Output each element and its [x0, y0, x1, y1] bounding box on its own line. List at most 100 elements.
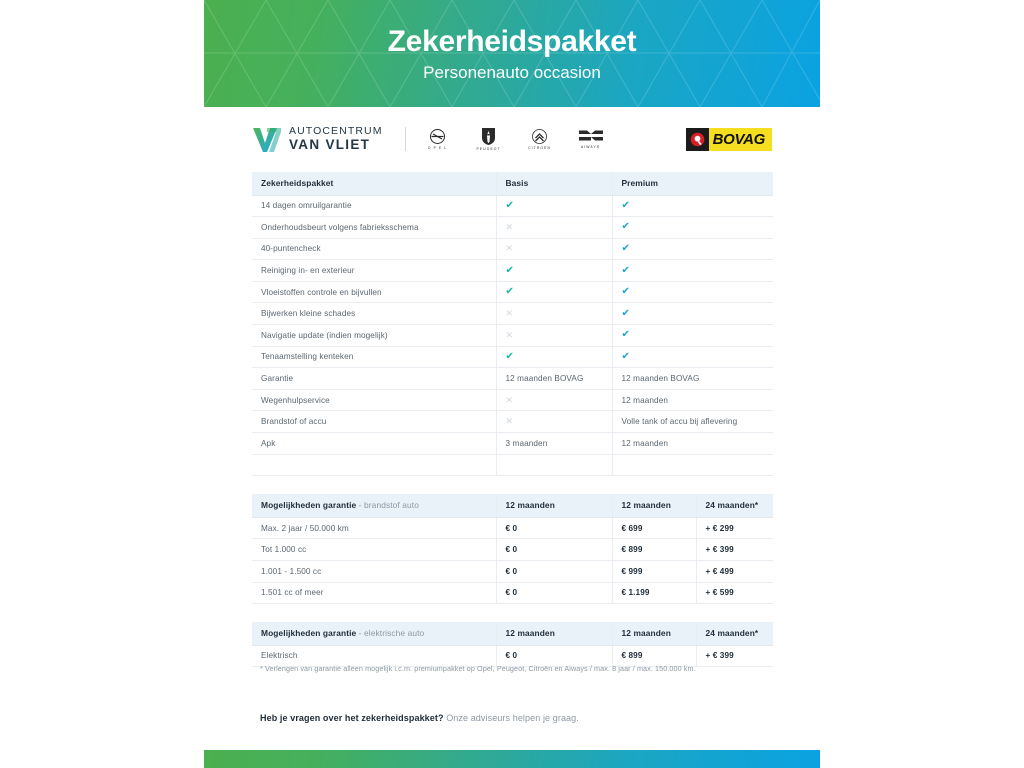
feature-basis-cell: ✕: [495, 238, 612, 261]
table-row: Onderhoudsbeurt volgens fabrieksschema ✕ ✔: [252, 216, 773, 239]
electric-header-title: Mogelijkheden garantie - elektrische aut…: [252, 622, 496, 646]
feature-basis-cell: 3 maanden: [495, 432, 612, 455]
cross-icon: ✕: [505, 308, 514, 319]
feature-premium-cell: 12 maanden: [611, 389, 773, 412]
price-cell-1: € 0: [495, 538, 612, 561]
price-row-label: Elektrisch: [252, 645, 496, 668]
electric-header-col1: 12 maanden: [495, 622, 612, 646]
dealer-logo: AUTOCENTRUM VAN VLIET: [252, 126, 383, 153]
fuel-header-col2: 12 maanden: [611, 494, 696, 518]
feature-label: Navigatie update (indien mogelijk): [252, 324, 496, 347]
check-icon: ✔: [505, 350, 514, 362]
make-label-citroen: CITROËN: [528, 146, 552, 151]
feature-basis-cell: ✔: [495, 346, 612, 369]
feature-basis-cell: ✕: [495, 410, 612, 434]
feature-basis-cell: 12 maanden BOVAG: [495, 367, 612, 390]
price-cell-2: € 899: [611, 538, 696, 561]
footnote: * Verlengen van garantie alleen mogelijk…: [260, 664, 696, 673]
feature-premium-cell: ✔: [611, 302, 773, 326]
contact-cta-question: Heb je vragen over het zekerheidspakket?: [260, 713, 444, 723]
price-row-label: 1.501 cc of meer: [252, 582, 496, 605]
cross-icon: ✕: [505, 221, 514, 232]
fuel-table-header-row: Mogelijkheden garantie - brandstof auto …: [252, 494, 773, 518]
opel-icon: [430, 128, 446, 144]
cross-icon: ✕: [505, 394, 514, 405]
table-row: Tenaamstelling kenteken ✔ ✔: [252, 346, 773, 369]
price-cell-1: € 0: [495, 645, 612, 668]
feature-label: 14 dagen omruilgarantie: [252, 195, 496, 218]
hero-title: Zekerheidspakket: [387, 24, 637, 58]
electric-header-col3: 24 maanden*: [695, 622, 773, 646]
van-vliet-v7-mark: [253, 127, 281, 152]
electric-header-title-light: - elektrische auto: [358, 628, 425, 639]
price-cell-2: € 699: [611, 517, 696, 540]
feature-premium-cell: ✔: [611, 238, 773, 261]
make-logo-aiways: AIWAYS: [576, 129, 606, 149]
table-row: 14 dagen omruilgarantie ✔ ✔: [252, 195, 773, 218]
contact-cta: Heb je vragen over het zekerheidspakket?…: [260, 713, 579, 723]
features-header-basis: Basis: [495, 172, 612, 196]
fuel-header-title-light: - brandstof auto: [358, 500, 419, 511]
price-cell-1: € 0: [495, 517, 612, 540]
feature-basis-cell: ✔: [495, 195, 612, 218]
feature-label: Brandstof of accu: [252, 410, 496, 434]
check-icon: ✔: [621, 264, 630, 276]
hero-subtitle: Personenauto occasion: [423, 62, 601, 82]
feature-basis-cell: ✕: [495, 216, 612, 239]
feature-label: Bijwerken kleine schades: [252, 302, 496, 326]
bovag-seal-icon: [690, 132, 704, 146]
tables-area: Zekerheidspakket Basis Premium 14 dagen …: [252, 172, 773, 668]
make-label-peugeot: PEUGEOT: [476, 147, 501, 152]
make-logo-peugeot: PEUGEOT: [474, 127, 504, 152]
feature-basis-cell: ✕: [495, 302, 612, 326]
fuel-header-col1: 12 maanden: [495, 494, 612, 518]
electric-table-header-row: Mogelijkheden garantie - elektrische aut…: [252, 622, 773, 646]
check-icon: ✔: [621, 221, 630, 233]
check-icon: ✔: [505, 199, 514, 211]
price-cell-3: + € 599: [695, 582, 773, 605]
spacer-cell: [611, 454, 773, 477]
check-icon: ✔: [621, 199, 630, 211]
price-row-label: 1.001 - 1.500 cc: [252, 560, 496, 583]
feature-premium-cell: ✔: [611, 281, 773, 304]
hero-banner: Zekerheidspakket Personenauto occasion: [204, 0, 820, 107]
feature-label: Vloeistoffen controle en bijvullen: [252, 281, 496, 304]
price-cell-3: + € 399: [695, 538, 773, 561]
price-cell-1: € 0: [495, 560, 612, 583]
check-icon: ✔: [505, 286, 514, 298]
logo-bar: AUTOCENTRUM VAN VLIET O P E L: [252, 118, 772, 160]
make-logos: O P E L PEUGEOT CITROËN: [423, 127, 606, 152]
feature-label: Reiniging in- en exterieur: [252, 259, 496, 282]
table-spacer-row: [252, 454, 773, 477]
feature-basis-cell: ✔: [495, 281, 612, 304]
table-gap-1: [252, 476, 773, 494]
bovag-logo: BOVAG: [685, 127, 772, 151]
citroen-icon: [532, 128, 547, 144]
make-logo-citroen: CITROËN: [525, 128, 555, 151]
table-row: Max. 2 jaar / 50.000 km € 0 € 699 + € 299: [252, 517, 773, 540]
check-icon: ✔: [505, 264, 514, 276]
feature-basis-cell: ✔: [495, 259, 612, 282]
feature-premium-cell: ✔: [611, 216, 773, 239]
electric-table-body: Elektrisch € 0 € 899 + € 399: [252, 645, 773, 668]
fuel-warranty-table: Mogelijkheden garantie - brandstof auto …: [252, 494, 773, 605]
price-cell-2: € 999: [611, 560, 696, 583]
table-row: 1.001 - 1.500 cc € 0 € 999 + € 499: [252, 560, 773, 583]
table-row: 40-puntencheck ✕ ✔: [252, 238, 773, 261]
fuel-header-title-bold: Mogelijkheden garantie: [261, 500, 357, 511]
price-row-label: Max. 2 jaar / 50.000 km: [252, 517, 496, 540]
table-row: 1.501 cc of meer € 0 € 1.199 + € 599: [252, 582, 773, 605]
features-table-body: 14 dagen omruilgarantie ✔ ✔ Onderhoudsbeurt…: [252, 195, 773, 477]
electric-header-title-bold: Mogelijkheden garantie: [261, 628, 357, 639]
table-row: Bijwerken kleine schades ✕ ✔: [252, 302, 773, 326]
dealer-name-line2: VAN VLIET: [289, 137, 371, 153]
feature-label: Onderhoudsbeurt volgens fabrieksschema: [252, 216, 496, 239]
table-row: Reiniging in- en exterieur ✔ ✔: [252, 259, 773, 282]
cross-icon: ✕: [505, 329, 514, 340]
feature-premium-cell: ✔: [611, 324, 773, 347]
price-cell-3: + € 399: [695, 645, 773, 668]
fuel-table-body: Max. 2 jaar / 50.000 km € 0 € 699 + € 299 To…: [252, 517, 773, 605]
features-table-header-row: Zekerheidspakket Basis Premium: [252, 172, 773, 196]
dealer-name-line1: AUTOCENTRUM: [289, 125, 383, 138]
bovag-label: BOVAG: [712, 130, 766, 148]
